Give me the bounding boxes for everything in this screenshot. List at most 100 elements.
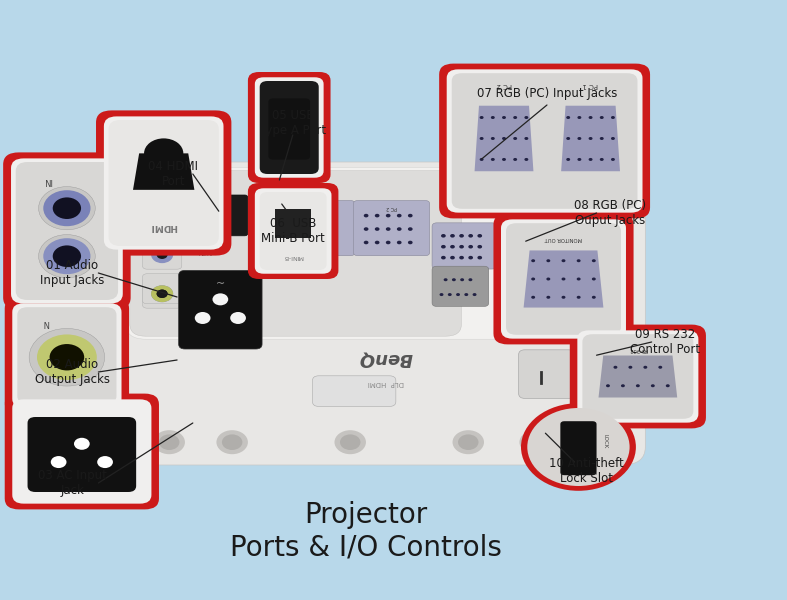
Circle shape <box>458 434 478 450</box>
FancyBboxPatch shape <box>5 298 129 413</box>
Text: 01 Audio
Input Jacks: 01 Audio Input Jacks <box>40 259 105 287</box>
Circle shape <box>519 430 551 454</box>
Circle shape <box>613 366 617 369</box>
Circle shape <box>666 384 670 387</box>
Circle shape <box>502 116 506 119</box>
Circle shape <box>578 116 582 119</box>
Circle shape <box>621 384 625 387</box>
Text: 06  USB
Mini-B Port: 06 USB Mini-B Port <box>260 217 325 245</box>
Circle shape <box>289 214 294 217</box>
FancyBboxPatch shape <box>493 214 634 344</box>
Circle shape <box>289 241 294 244</box>
Circle shape <box>524 137 528 140</box>
Circle shape <box>50 456 66 468</box>
FancyBboxPatch shape <box>16 162 118 300</box>
Circle shape <box>491 158 495 161</box>
Circle shape <box>397 214 401 217</box>
Circle shape <box>43 190 91 226</box>
Circle shape <box>459 245 464 248</box>
Circle shape <box>216 430 248 454</box>
Circle shape <box>546 259 550 262</box>
Circle shape <box>53 245 81 267</box>
Circle shape <box>592 296 596 299</box>
Text: Projector
Ports & I/O Controls: Projector Ports & I/O Controls <box>230 501 502 561</box>
Circle shape <box>311 214 316 217</box>
Circle shape <box>600 116 604 119</box>
FancyBboxPatch shape <box>11 158 123 304</box>
Circle shape <box>524 158 528 161</box>
Circle shape <box>300 241 305 244</box>
FancyBboxPatch shape <box>252 202 266 230</box>
Circle shape <box>521 403 636 491</box>
FancyBboxPatch shape <box>130 170 461 336</box>
Text: ~: ~ <box>76 412 87 425</box>
Circle shape <box>386 241 390 244</box>
Text: 05 USB
Type A Port: 05 USB Type A Port <box>260 109 326 137</box>
FancyBboxPatch shape <box>142 278 182 308</box>
FancyBboxPatch shape <box>447 70 642 212</box>
Circle shape <box>300 227 305 231</box>
Circle shape <box>408 227 412 231</box>
Circle shape <box>566 137 570 140</box>
Circle shape <box>636 384 640 387</box>
Circle shape <box>452 278 456 281</box>
Circle shape <box>479 158 483 161</box>
Text: PC 1: PC 1 <box>312 205 322 210</box>
Circle shape <box>576 434 597 450</box>
Text: RS-232: RS-232 <box>629 347 647 352</box>
Circle shape <box>525 434 545 450</box>
Circle shape <box>578 137 582 140</box>
Circle shape <box>513 158 517 161</box>
Circle shape <box>658 366 662 369</box>
Circle shape <box>159 434 179 450</box>
Circle shape <box>39 235 95 278</box>
Circle shape <box>144 139 183 169</box>
FancyBboxPatch shape <box>142 274 182 304</box>
Circle shape <box>311 241 316 244</box>
Circle shape <box>561 277 565 280</box>
Circle shape <box>459 256 464 259</box>
Circle shape <box>39 187 95 230</box>
Text: MONITOR OUT: MONITOR OUT <box>545 236 582 241</box>
FancyBboxPatch shape <box>96 110 231 256</box>
FancyBboxPatch shape <box>17 403 146 500</box>
Circle shape <box>566 158 570 161</box>
Circle shape <box>322 214 327 217</box>
Circle shape <box>43 238 91 274</box>
Circle shape <box>364 227 368 231</box>
Circle shape <box>375 214 379 217</box>
FancyBboxPatch shape <box>13 400 151 503</box>
Circle shape <box>50 344 84 370</box>
Circle shape <box>491 137 495 140</box>
Circle shape <box>311 227 316 231</box>
Circle shape <box>468 278 472 281</box>
FancyBboxPatch shape <box>187 197 226 237</box>
FancyBboxPatch shape <box>560 421 597 475</box>
Circle shape <box>441 256 445 259</box>
Circle shape <box>157 290 168 298</box>
Circle shape <box>472 293 476 296</box>
Circle shape <box>289 227 294 231</box>
Circle shape <box>531 259 535 262</box>
Text: IN: IN <box>42 175 52 185</box>
Circle shape <box>531 277 535 280</box>
Circle shape <box>364 214 368 217</box>
Text: 04 HDMI
Port: 04 HDMI Port <box>148 160 198 188</box>
Polygon shape <box>275 209 311 238</box>
Circle shape <box>408 214 412 217</box>
Circle shape <box>386 214 390 217</box>
Circle shape <box>448 293 452 296</box>
Text: MINI-B: MINI-B <box>283 254 303 259</box>
Circle shape <box>578 158 582 161</box>
Text: LOCK: LOCK <box>602 434 607 448</box>
FancyBboxPatch shape <box>260 81 319 174</box>
Circle shape <box>577 259 581 262</box>
Circle shape <box>479 137 483 140</box>
Circle shape <box>364 241 368 244</box>
Circle shape <box>53 197 81 219</box>
Circle shape <box>478 234 482 238</box>
FancyBboxPatch shape <box>104 116 224 250</box>
Circle shape <box>151 286 173 302</box>
FancyBboxPatch shape <box>13 304 121 407</box>
Circle shape <box>194 312 210 324</box>
